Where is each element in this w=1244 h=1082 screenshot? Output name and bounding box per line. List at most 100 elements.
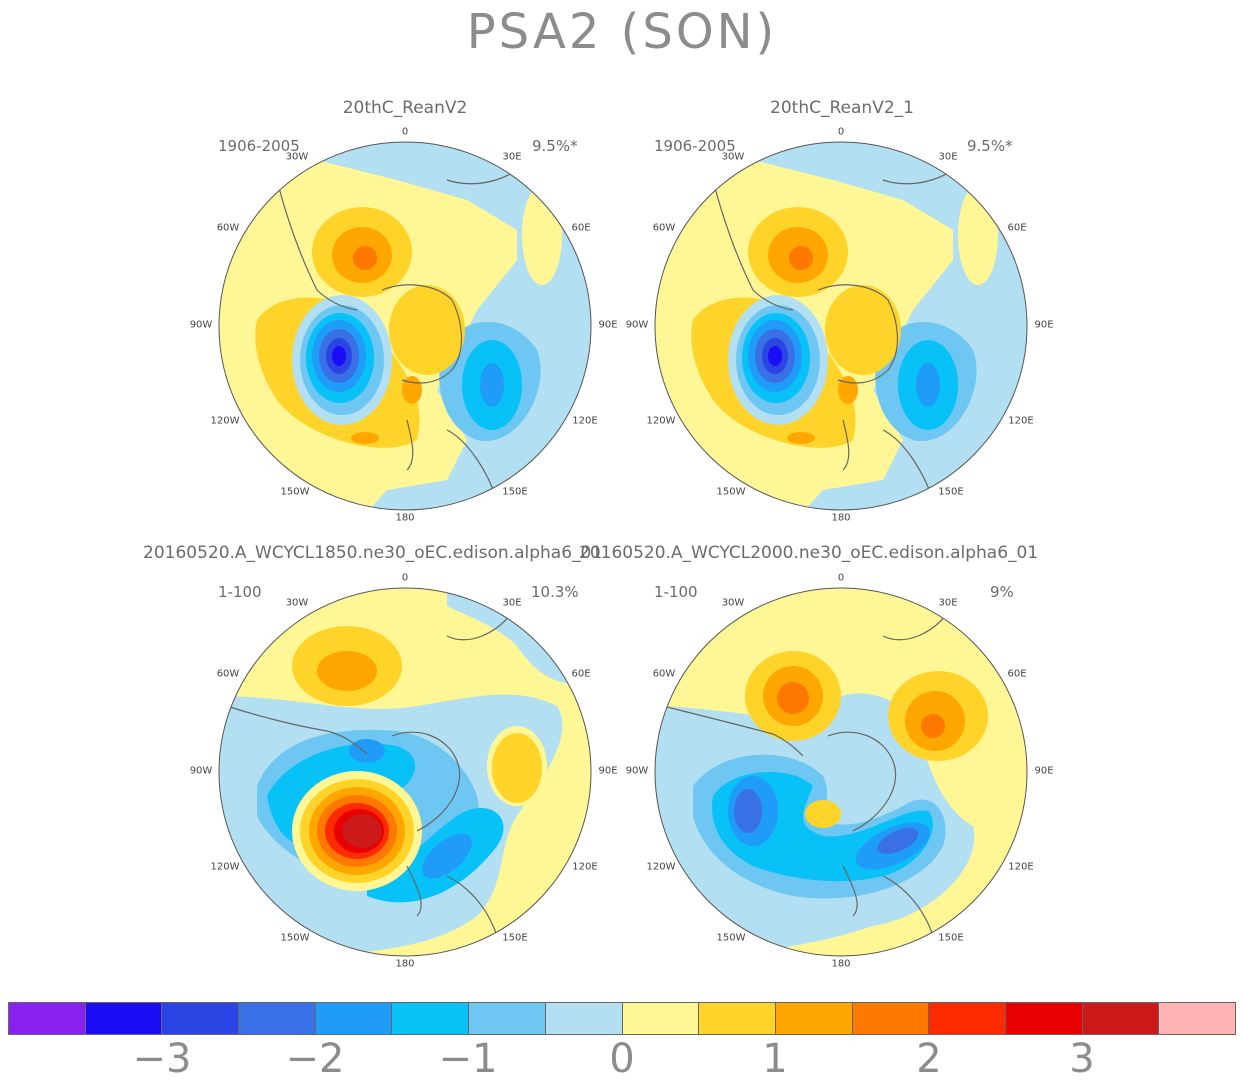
contour-orange-small-2 (351, 432, 379, 444)
colorbar-box (239, 1003, 316, 1034)
lon-label-90w: 90W (189, 765, 213, 777)
colorbar-box (1005, 1003, 1083, 1034)
lon-label-30w: 30W (285, 151, 309, 163)
lon-label-60e: 60E (1007, 222, 1027, 234)
panel-years-4: 1-100 (654, 583, 698, 601)
panel-years-3: 1-100 (218, 583, 262, 601)
lon-label-90w: 90W (625, 319, 649, 331)
panel-title-2: 20thC_ReanV2_1 (770, 98, 914, 118)
contour-orange-center-1 (389, 285, 465, 375)
colorbar-box (85, 1003, 163, 1034)
lon-label-60w: 60W (216, 668, 240, 680)
coastline-4 (662, 605, 954, 937)
lon-label-30w: 30W (285, 597, 309, 609)
lon-label-150w: 150W (280, 932, 310, 944)
lon-label-120e: 120E (1008, 861, 1034, 873)
contour-orange-center-2 (825, 285, 901, 375)
colorbar-tick-label: 0 (609, 1036, 635, 1082)
lon-label-150w: 150W (716, 932, 746, 944)
contour-orange-small-1 (402, 376, 422, 404)
colorbar-box (852, 1003, 930, 1034)
colorbar-box (622, 1003, 700, 1034)
polar-map-4 (654, 587, 1028, 957)
panel-percent-2: 9.5%* (967, 137, 1013, 155)
lon-label-30w: 30W (721, 597, 745, 609)
lon-label-120e: 120E (1008, 415, 1034, 427)
lon-label-120w: 120W (646, 415, 676, 427)
panel-years-2: 1906-2005 (654, 137, 736, 155)
colorbar-tick-label: −3 (132, 1036, 192, 1082)
contour-blue-core-1 (480, 363, 504, 407)
panel-years-1: 1906-2005 (218, 137, 300, 155)
contour-blue-south-core-4 (877, 828, 919, 854)
coastline-3 (226, 605, 518, 937)
panel-percent-4: 9% (990, 583, 1014, 601)
polar-map-3 (218, 587, 592, 957)
colorbar-tick-label: 1 (762, 1036, 788, 1082)
lon-label-90e: 90E (1034, 765, 1054, 777)
lon-label-0: 0 (401, 572, 409, 584)
lon-label-90w: 90W (189, 319, 213, 331)
contour-yellow-east-1 (522, 185, 562, 285)
lon-label-180: 180 (395, 512, 415, 524)
lon-label-120w: 120W (646, 861, 676, 873)
contour-orange-east-3 (492, 733, 542, 803)
contour-blue-pole-3 (349, 739, 385, 763)
lon-label-0: 0 (837, 126, 845, 138)
lon-label-150w: 150W (280, 486, 310, 498)
lon-label-120w: 120W (210, 861, 240, 873)
lon-label-30e: 30E (502, 151, 522, 163)
colorbar-box (9, 1003, 86, 1034)
lon-label-90w: 90W (625, 765, 649, 777)
contour-red-ne-4 (921, 714, 945, 738)
lon-label-180: 180 (395, 958, 415, 970)
lon-label-90e: 90E (598, 765, 618, 777)
contour-orange-small-4 (787, 432, 815, 444)
lon-label-60e: 60E (1007, 668, 1027, 680)
colorbar-tick-label: −2 (285, 1036, 345, 1082)
lon-label-150e: 150E (502, 486, 528, 498)
colorbar-box (392, 1003, 470, 1034)
lon-label-60w: 60W (652, 668, 676, 680)
lon-label-150e: 150E (502, 932, 528, 944)
lon-label-120e: 120E (572, 861, 598, 873)
contour-orange-north-8 (317, 651, 377, 691)
contour-yellow-center-4 (805, 800, 841, 828)
colorbar-box (775, 1003, 853, 1034)
coastline-2 (712, 149, 974, 501)
colorbar-box (699, 1003, 776, 1034)
polar-map-1 (218, 141, 592, 511)
lon-label-90e: 90E (598, 319, 618, 331)
lon-label-150w: 150W (716, 486, 746, 498)
lon-label-150e: 150E (938, 932, 964, 944)
lon-label-30e: 30E (502, 597, 522, 609)
colorbar (8, 1002, 1236, 1035)
colorbar-box (1159, 1003, 1235, 1034)
lon-label-30w: 30W (721, 151, 745, 163)
lon-label-60w: 60W (652, 222, 676, 234)
lon-label-120w: 120W (210, 415, 240, 427)
lon-label-180: 180 (831, 958, 851, 970)
contour-blue-arc-core-3 (422, 833, 472, 879)
contour-blue-low-14 (768, 346, 782, 366)
lon-label-0: 0 (401, 126, 409, 138)
panel-percent-3: 10.3% (531, 583, 579, 601)
contour-blue-core-2 (916, 363, 940, 407)
contour-blue-west-core-4 (734, 789, 762, 833)
lon-label-90e: 90E (1034, 319, 1054, 331)
lon-label-60e: 60E (571, 222, 591, 234)
contour-red-low-5 (342, 814, 382, 848)
lon-label-150e: 150E (938, 486, 964, 498)
panel-percent-1: 9.5%* (532, 137, 578, 155)
colorbar-box (1082, 1003, 1160, 1034)
contour-orange-small-3 (838, 376, 858, 404)
lon-label-60e: 60E (571, 668, 591, 680)
figure-title: PSA2 (SON) (466, 4, 778, 60)
colorbar-box (315, 1003, 393, 1034)
lon-label-30e: 30E (938, 597, 958, 609)
lon-label-60w: 60W (216, 222, 240, 234)
contour-orange-north-6 (789, 246, 813, 270)
panel-title-4: 20160520.A_WCYCL2000.ne30_oEC.edison.alp… (579, 543, 1039, 563)
lon-label-120e: 120E (572, 415, 598, 427)
contour-yellow-east-2 (958, 185, 998, 285)
